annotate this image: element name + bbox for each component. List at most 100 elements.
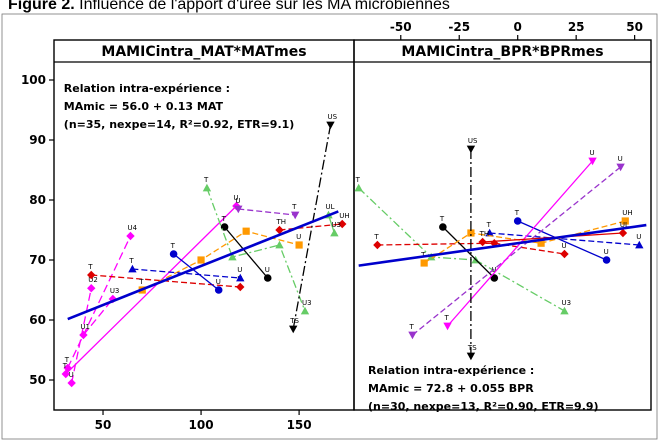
data-point: [466, 145, 476, 154]
series-T-blue2: TU: [170, 242, 223, 294]
point-label: UH: [622, 209, 632, 217]
data-point: [560, 249, 569, 259]
x-tick-label: 100: [189, 418, 214, 432]
point-label: U3: [302, 299, 312, 307]
data-point: [275, 225, 284, 235]
point-label: U: [618, 155, 623, 163]
point-label: T: [514, 209, 520, 217]
point-label: U3: [331, 221, 341, 229]
annotation-bpr: Relation intra-expérience : MAmic = 72.8 …: [368, 364, 599, 413]
point-label: T: [62, 362, 68, 370]
data-point: [420, 259, 428, 267]
series-T-blue2: TU: [514, 209, 611, 264]
data-point: [87, 284, 96, 293]
data-point: [275, 240, 284, 249]
y-tick-label: 50: [29, 373, 46, 387]
data-point: [330, 228, 339, 237]
plot-area-mat: TU4UU2U1U3TUTUTUTUTUTUTU3UTTHUHULU3TSUS: [61, 113, 350, 388]
caption-text: Influence de l'apport d'urée sur les MA …: [75, 0, 450, 13]
point-label: T: [444, 314, 450, 322]
data-point: [214, 286, 223, 294]
series-line: [206, 187, 306, 312]
x-tick-label: -50: [390, 20, 412, 34]
series-line: [279, 223, 343, 231]
series-T-orange: T UH: [420, 209, 633, 267]
data-point: [618, 228, 628, 238]
data-point: [467, 229, 475, 237]
series-line: [442, 226, 495, 279]
point-label: T: [373, 233, 379, 241]
x-axis-bpr: -50 -25 0 25 50: [390, 20, 643, 40]
data-point: [79, 330, 88, 340]
data-point: [290, 211, 300, 220]
annotation-line: Relation intra-expérience :: [64, 82, 230, 95]
data-point: [326, 121, 335, 130]
data-point: [242, 227, 250, 235]
data-point: [295, 241, 303, 249]
panel-bpr: MAMICintra_BPR*BPRmes-50 -25 0 25 50TU3TUTUT…: [353, 20, 652, 413]
point-label: U: [237, 266, 242, 274]
panel-title: MAMICintra_BPR*BPRmes: [401, 44, 603, 60]
data-point: [128, 264, 137, 273]
point-label: U: [265, 266, 270, 274]
data-point: [234, 205, 243, 214]
series-line: [292, 124, 332, 330]
point-label: U3: [561, 299, 571, 307]
figure-caption: Figure 2. Influence de l'apport d'urée s…: [8, 0, 450, 13]
y-tick-label: 80: [29, 193, 46, 207]
data-point: [537, 239, 545, 247]
data-point: [560, 306, 569, 315]
figure-frame: [1, 13, 658, 440]
data-point: [354, 183, 363, 192]
data-point: [439, 223, 447, 231]
point-label: T: [439, 215, 445, 223]
charts: 50 60 70 80 90 100 MAMICintra_MAT*MATmes 50 100 1…: [21, 20, 652, 432]
point-label: U: [636, 233, 641, 241]
data-point: [236, 273, 245, 282]
point-label: US: [327, 113, 337, 121]
data-point: [490, 274, 499, 282]
point-label: T: [221, 215, 227, 223]
data-point: [228, 252, 237, 261]
data-point: [373, 240, 382, 250]
series-US: TS US: [289, 113, 338, 334]
series-US: US TS: [466, 137, 478, 361]
data-point: [466, 352, 476, 361]
series-T: T U4: [63, 224, 138, 373]
point-label: TH: [275, 218, 286, 226]
data-point: [87, 270, 96, 280]
series-T-green: T U3: [202, 176, 312, 315]
y-axis: 50 60 70 80 90 100: [21, 73, 54, 387]
regression-line: [358, 223, 647, 267]
point-label: U: [235, 197, 240, 205]
y-tick-label: 90: [29, 133, 46, 147]
point-label: T: [87, 263, 93, 271]
x-axis-mat: 50 100 150: [95, 410, 312, 432]
series-line: [377, 242, 565, 255]
panel-frame: [353, 39, 652, 411]
data-point: [61, 369, 70, 379]
series-T-purple: UT: [234, 197, 300, 220]
data-point: [300, 306, 310, 315]
point-label: T: [291, 203, 297, 211]
series-T-blue: TU: [485, 221, 644, 249]
point-label: UH: [339, 212, 349, 220]
annotation-line: (n=30, nexpe=13, R²=0.90, ETR=9.9): [368, 400, 599, 413]
data-point: [236, 282, 245, 292]
point-label: U: [216, 278, 221, 286]
annotation-line: MAmic = 72.8 + 0.055 BPR: [368, 382, 534, 395]
data-point: [263, 274, 272, 282]
series-line: [517, 220, 607, 261]
x-tick-label: 0: [514, 20, 522, 34]
point-label: T: [408, 323, 414, 331]
data-point: [485, 228, 494, 237]
point-label: T: [128, 257, 134, 265]
annotation-line: Relation intra-expérience :: [368, 364, 534, 377]
series-line: [489, 232, 640, 246]
data-point: [169, 250, 178, 258]
data-point: [197, 256, 205, 264]
data-point: [443, 322, 452, 331]
data-point: [338, 219, 347, 229]
point-label: TS: [289, 317, 299, 325]
